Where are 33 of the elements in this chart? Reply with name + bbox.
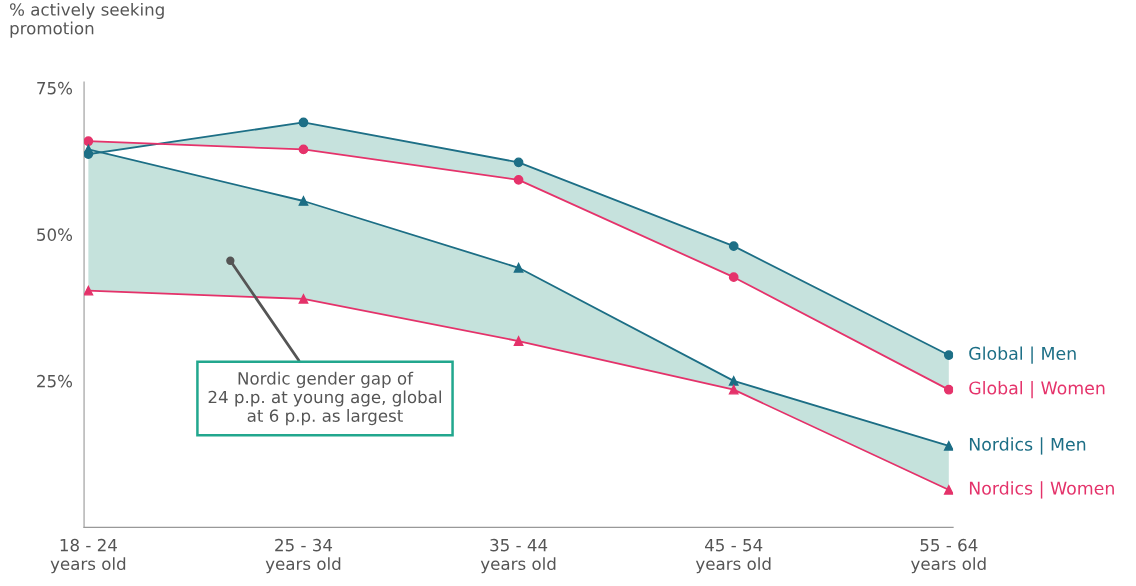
y-tick-label: 25% (37, 374, 73, 388)
point (728, 241, 739, 251)
x-tick-label: 18 - 24 years old (50, 538, 126, 574)
point (84, 136, 94, 147)
x-tick-label: 25 - 34 years old (265, 538, 341, 574)
x-tick-label: 35 - 44 years old (480, 538, 556, 574)
point (513, 336, 524, 346)
point (943, 350, 954, 360)
point (943, 485, 954, 495)
point (298, 196, 309, 206)
point (513, 262, 524, 273)
point (298, 293, 309, 304)
point (84, 144, 94, 155)
y-tick-label: 50% (37, 228, 73, 241)
point (84, 285, 94, 296)
point (298, 117, 309, 128)
point (513, 157, 524, 168)
x-tick-label: 45 - 54 years old (695, 539, 771, 574)
series-label: Global | Women (969, 381, 1105, 399)
annotation: Nordic gender gap of 24 p.p. at young age, global at 6 p.p. as largest (208, 371, 441, 426)
point (728, 376, 739, 386)
y-tick-label: 75% (37, 81, 73, 95)
x-tick-label: 55 - 64 years old (911, 538, 986, 574)
point (943, 384, 954, 395)
series-label: Nordics | Men (969, 437, 1086, 455)
series-label: Global | Men (969, 346, 1076, 364)
y-axis-title: % actively seeking promotion (10, 2, 164, 38)
point (728, 384, 739, 395)
point (298, 144, 309, 155)
point (513, 175, 524, 185)
series-label: Nordics | Women (969, 481, 1114, 499)
point (943, 441, 954, 451)
point (728, 272, 739, 283)
